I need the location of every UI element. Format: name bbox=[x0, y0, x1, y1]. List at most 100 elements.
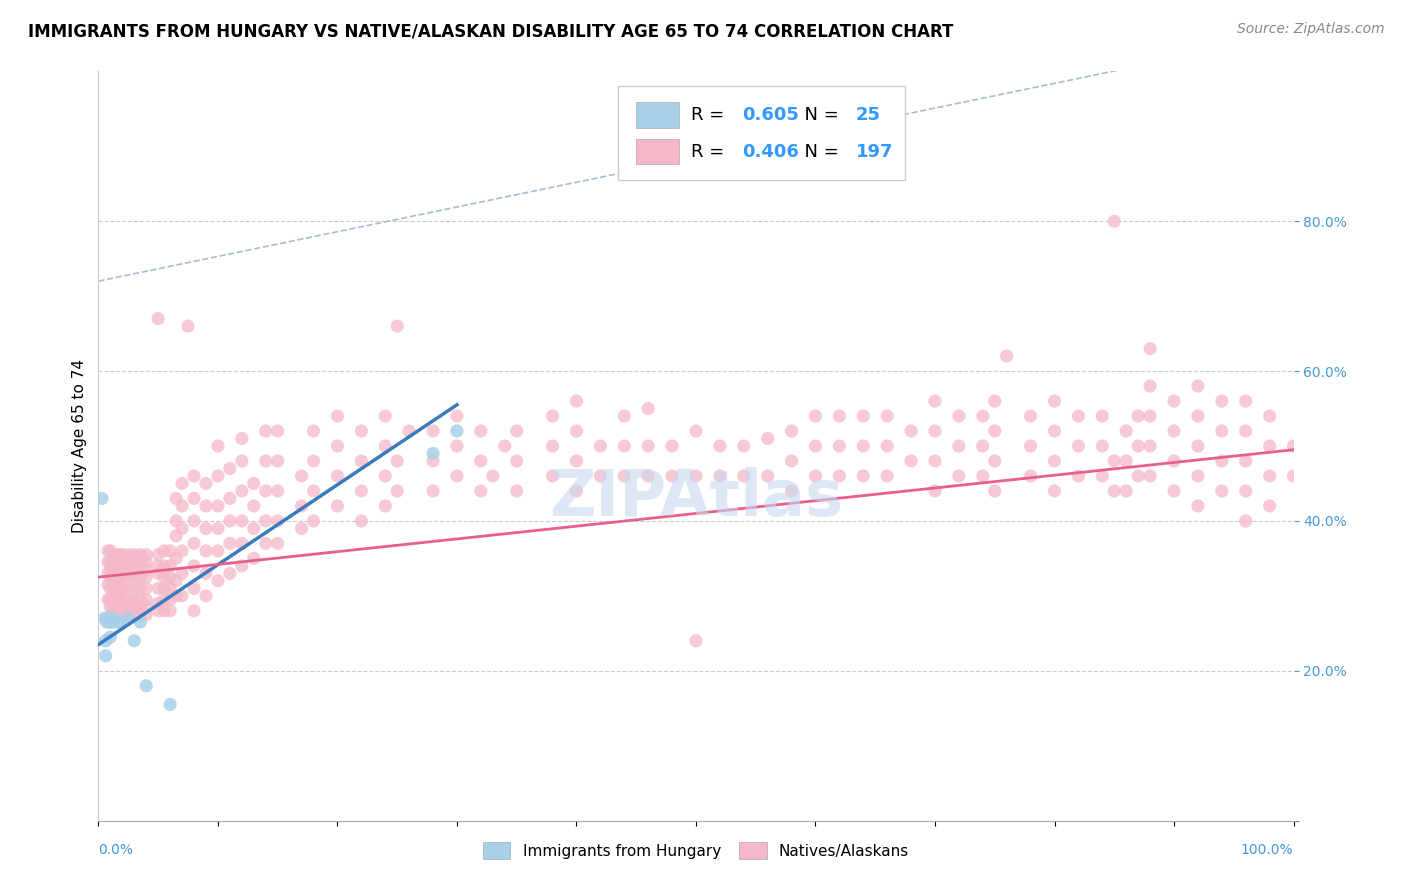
Point bbox=[117, 607, 139, 622]
Point bbox=[195, 476, 218, 491]
Text: 0.0%: 0.0% bbox=[98, 843, 134, 857]
Point bbox=[1187, 409, 1209, 423]
Point bbox=[124, 582, 146, 596]
Point bbox=[589, 439, 612, 453]
Point bbox=[98, 600, 122, 615]
Point bbox=[374, 439, 396, 453]
Point bbox=[183, 514, 205, 528]
Point bbox=[172, 544, 194, 558]
Text: 25: 25 bbox=[856, 106, 882, 124]
Point bbox=[129, 592, 152, 607]
Point bbox=[117, 570, 139, 584]
Point bbox=[613, 469, 636, 483]
Point bbox=[326, 439, 349, 453]
Point bbox=[243, 476, 266, 491]
Point bbox=[108, 607, 131, 622]
Point bbox=[506, 424, 529, 438]
Point bbox=[685, 469, 707, 483]
Point bbox=[481, 469, 505, 483]
Point bbox=[243, 499, 266, 513]
Point bbox=[91, 491, 114, 506]
Point bbox=[124, 570, 146, 584]
Legend: Immigrants from Hungary, Natives/Alaskans: Immigrants from Hungary, Natives/Alaskan… bbox=[477, 836, 915, 865]
Point bbox=[219, 491, 242, 506]
Point bbox=[948, 439, 970, 453]
Text: 0.605: 0.605 bbox=[742, 106, 800, 124]
Point bbox=[129, 615, 152, 629]
Point bbox=[804, 409, 827, 423]
Point bbox=[852, 469, 875, 483]
Point bbox=[111, 555, 134, 569]
Point bbox=[780, 483, 803, 498]
Text: Source: ZipAtlas.com: Source: ZipAtlas.com bbox=[1237, 22, 1385, 37]
Point bbox=[1091, 469, 1114, 483]
Point bbox=[1211, 394, 1233, 409]
Point bbox=[172, 499, 194, 513]
Point bbox=[98, 592, 122, 607]
Point bbox=[111, 548, 134, 562]
Point bbox=[105, 600, 128, 615]
Point bbox=[828, 409, 851, 423]
Point bbox=[780, 424, 803, 438]
Point bbox=[124, 600, 146, 615]
Point bbox=[852, 439, 875, 453]
Point bbox=[350, 454, 373, 468]
Point bbox=[984, 483, 1007, 498]
Point bbox=[135, 582, 157, 596]
Point bbox=[108, 563, 131, 577]
Point bbox=[165, 589, 187, 603]
Point bbox=[148, 566, 170, 581]
FancyBboxPatch shape bbox=[637, 139, 679, 164]
Point bbox=[1187, 439, 1209, 453]
Point bbox=[117, 611, 139, 625]
Point bbox=[117, 582, 139, 596]
Point bbox=[93, 611, 115, 625]
Point bbox=[385, 483, 409, 498]
Point bbox=[1187, 499, 1209, 513]
Text: 0.406: 0.406 bbox=[742, 143, 800, 161]
Point bbox=[685, 424, 707, 438]
Point bbox=[1234, 424, 1257, 438]
Point bbox=[446, 424, 468, 438]
Point bbox=[1139, 469, 1161, 483]
Point bbox=[177, 319, 200, 334]
Point bbox=[98, 582, 122, 596]
Point bbox=[374, 469, 396, 483]
Point bbox=[124, 548, 146, 562]
Point bbox=[1234, 483, 1257, 498]
FancyBboxPatch shape bbox=[619, 87, 905, 180]
Point bbox=[148, 596, 170, 610]
Point bbox=[165, 529, 187, 543]
Point bbox=[756, 432, 779, 446]
Point bbox=[1139, 439, 1161, 453]
Point bbox=[105, 570, 128, 584]
Point bbox=[1139, 409, 1161, 423]
Point bbox=[565, 394, 588, 409]
Point bbox=[1115, 424, 1137, 438]
Point bbox=[661, 439, 683, 453]
Point bbox=[98, 555, 122, 569]
Point bbox=[900, 424, 922, 438]
Point bbox=[1163, 424, 1185, 438]
Point bbox=[733, 469, 755, 483]
Point bbox=[350, 483, 373, 498]
Point bbox=[231, 536, 253, 550]
Point bbox=[446, 409, 468, 423]
Point bbox=[195, 589, 218, 603]
Point bbox=[243, 551, 266, 566]
Point bbox=[1091, 439, 1114, 453]
Point bbox=[148, 311, 170, 326]
Point bbox=[219, 536, 242, 550]
Point bbox=[733, 439, 755, 453]
Point bbox=[637, 469, 659, 483]
Text: ZIPAtlas: ZIPAtlas bbox=[548, 467, 844, 530]
Point bbox=[135, 563, 157, 577]
Point bbox=[422, 424, 444, 438]
Point bbox=[470, 424, 492, 438]
Point bbox=[135, 679, 157, 693]
Point bbox=[153, 604, 176, 618]
Point bbox=[98, 615, 121, 629]
Point bbox=[105, 555, 128, 569]
Point bbox=[153, 570, 176, 584]
Point bbox=[96, 611, 118, 625]
